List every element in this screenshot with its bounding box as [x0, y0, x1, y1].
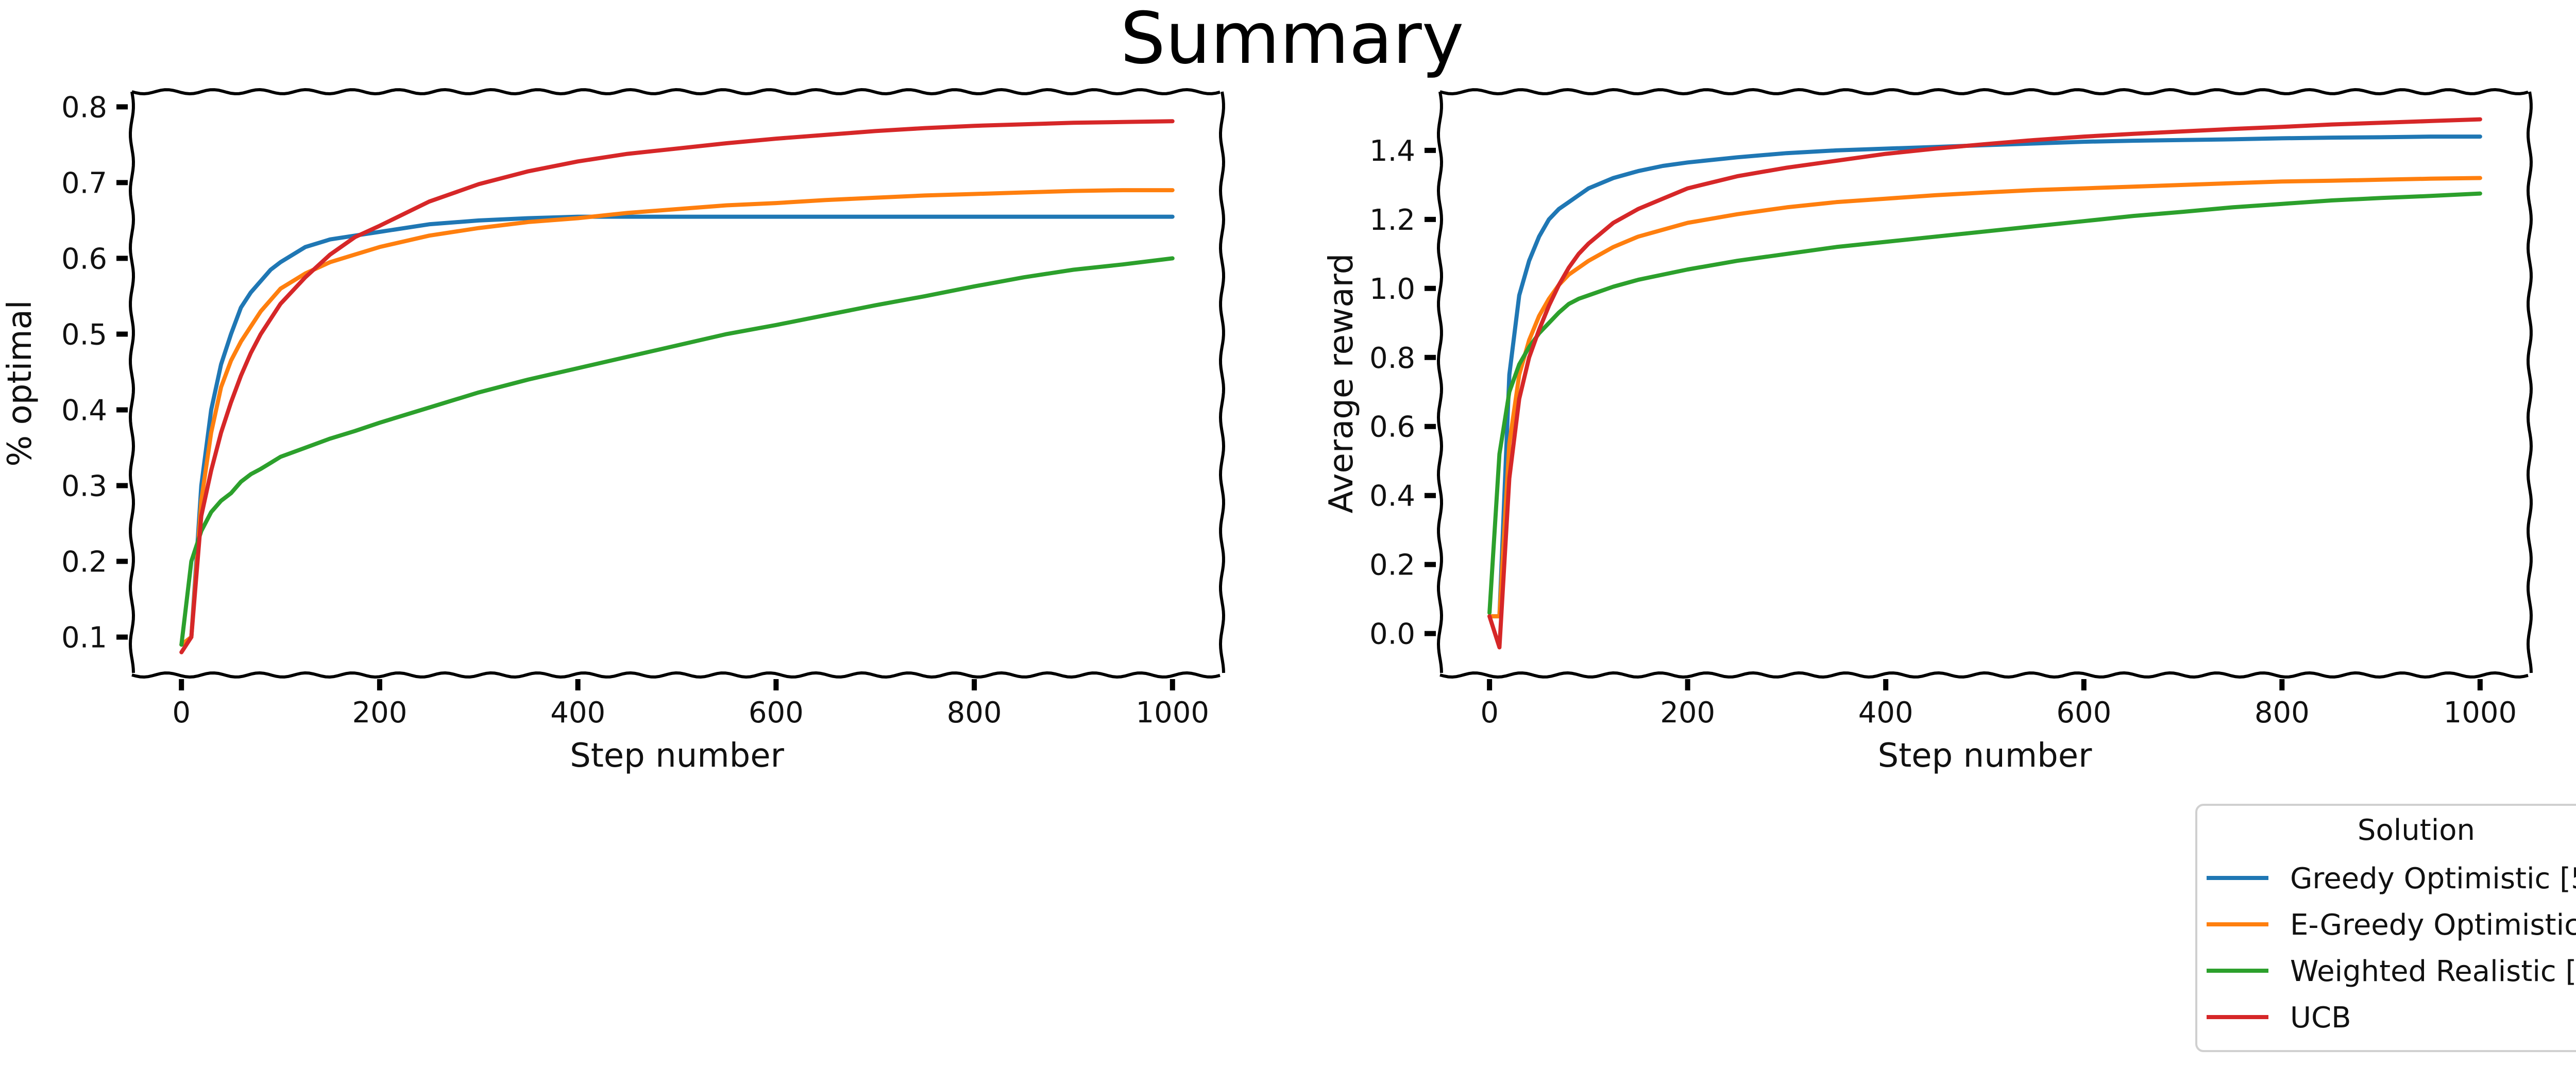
figure-title: Summary [1121, 0, 1464, 80]
y-axis-label: % optimal [1, 300, 39, 466]
spine-bottom [131, 671, 1221, 679]
x-tick-label: 200 [1660, 696, 1715, 730]
spine-top [131, 88, 1221, 96]
y-tick-label: 0.8 [61, 91, 107, 124]
spine-bottom [1439, 671, 2529, 679]
y-tick-label: 0.7 [61, 166, 107, 200]
x-tick-label: 1000 [1136, 696, 1210, 730]
spine-left [128, 91, 135, 673]
series-line-weighted-realistic [1487, 191, 2482, 615]
y-tick-label: 0.4 [1369, 480, 1415, 513]
x-tick-label: 800 [2255, 696, 2310, 730]
legend: Solution Greedy Optimistic [5] E-Greedy … [2195, 804, 2576, 1052]
y-tick-label: 0.8 [1369, 342, 1415, 375]
series-line-egreedy-optimistic [1487, 176, 2482, 619]
x-tick-label: 0 [1480, 696, 1499, 730]
series-line-weighted-realistic [179, 256, 1175, 647]
x-tick-label: 600 [749, 696, 804, 730]
x-tick-label: 400 [1858, 696, 1913, 730]
y-axis-label: Average reward [1323, 253, 1361, 514]
spine-left [1436, 91, 1444, 673]
series-line-ucb [1487, 117, 2482, 650]
x-tick-label: 400 [550, 696, 605, 730]
y-tick-label: 0.6 [1369, 411, 1415, 444]
legend-label-weighted-realistic: Weighted Realistic [0] [2290, 955, 2576, 988]
y-tick-label: 0.3 [61, 469, 107, 503]
legend-label-egreedy-optimistic: E-Greedy Optimistic [5] [2290, 908, 2576, 942]
legend-title: Solution [2358, 814, 2475, 847]
y-tick-label: 1.0 [1369, 273, 1415, 306]
x-tick-label: 600 [2056, 696, 2111, 730]
y-tick-label: 0.0 [1369, 618, 1415, 651]
x-axis-label: Step number [570, 737, 785, 775]
legend-box [2195, 804, 2576, 1052]
y-tick-label: 0.5 [61, 318, 107, 351]
x-tick-label: 1000 [2444, 696, 2517, 730]
y-tick-label: 1.4 [1369, 134, 1415, 168]
chart-average-reward: 0 200 400 600 800 1000 0.0 0.2 0.4 0.6 0.8 1.0 1.2 1.… [1323, 88, 2533, 775]
x-tick-label: 800 [947, 696, 1002, 730]
legend-label-greedy-optimistic: Greedy Optimistic [5] [2290, 862, 2576, 895]
spine-right [2526, 91, 2533, 673]
spine-right [1218, 91, 1226, 673]
y-tick-label: 0.2 [1369, 549, 1415, 582]
x-axis-label: Step number [1878, 737, 2093, 775]
chart-percent-optimal: 0 200 400 600 800 1000 0.1 0.2 0.3 0.4 0.5 0.6 0.7 0.… [1, 88, 1226, 775]
y-tick-label: 0.6 [61, 242, 107, 276]
y-tick-label: 0.1 [61, 621, 107, 654]
y-tick-label: 1.2 [1369, 204, 1415, 237]
spine-top [1439, 88, 2529, 96]
legend-label-ucb: UCB [2290, 1001, 2351, 1035]
series-line-greedy-optimistic [1487, 134, 2482, 619]
x-tick-label: 200 [352, 696, 407, 730]
y-tick-label: 0.4 [61, 394, 107, 427]
series-line-ucb [179, 119, 1175, 654]
x-tick-label: 0 [172, 696, 191, 730]
series-line-egreedy-optimistic [179, 188, 1175, 647]
y-tick-label: 0.2 [61, 545, 107, 579]
series-line-greedy-optimistic [179, 214, 1175, 647]
